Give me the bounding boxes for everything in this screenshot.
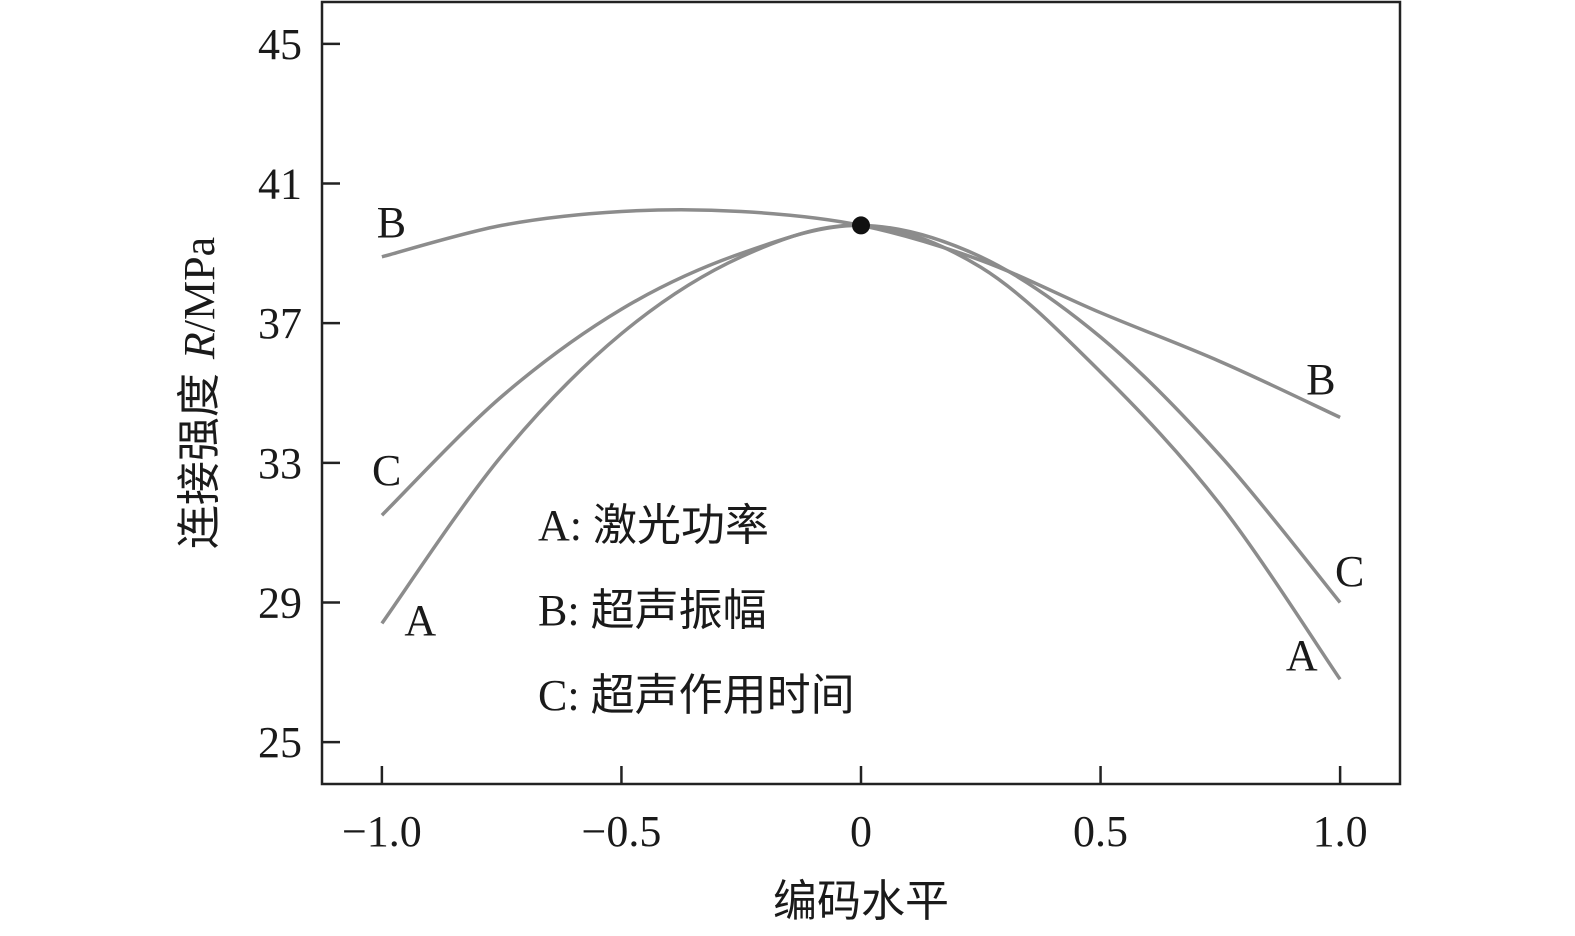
y-tick-label-3: 37 xyxy=(258,299,302,348)
x-tick-label-3: 0.5 xyxy=(1073,807,1128,856)
curve-label-c-4: C xyxy=(1335,547,1364,596)
y-tick-label-5: 45 xyxy=(258,20,302,69)
x-tick-label-1: −0.5 xyxy=(582,807,662,856)
series-line-c xyxy=(380,223,1342,604)
legend-entry-a: A: 激光功率 xyxy=(538,501,769,550)
x-axis: −1.0 −0.5 0 0.5 1.0 xyxy=(342,766,1368,856)
series-group xyxy=(380,207,1342,681)
plot-frame xyxy=(320,0,1402,786)
x-tick-label-4: 1.0 xyxy=(1313,807,1368,856)
curve-label-b-0: B xyxy=(377,198,406,247)
y-axis-title-symbol: R xyxy=(175,332,224,360)
x-tick-label-0: −1.0 xyxy=(342,807,422,856)
series-line-a xyxy=(380,223,1342,681)
series-line-b xyxy=(381,207,1341,419)
y-tick-label-2: 33 xyxy=(258,439,302,488)
curve-label-b-3: B xyxy=(1306,355,1335,404)
y-tick-label-1: 29 xyxy=(258,578,302,627)
x-tick-label-2: 0 xyxy=(850,807,872,856)
legend-entry-c: C: 超声作用时间 xyxy=(538,671,855,720)
curve-label-a-5: A xyxy=(1286,631,1318,680)
legend-entry-b: B: 超声振幅 xyxy=(538,586,767,635)
y-axis-title: 连接强度 R/MPa xyxy=(174,237,225,549)
curve-label-c-1: C xyxy=(372,446,401,495)
y-axis-title-unit: /MPa xyxy=(175,237,224,332)
legend: A: 激光功率 B: 超声振幅 C: 超声作用时间 xyxy=(538,501,855,720)
curve-label-a-2: A xyxy=(404,596,436,645)
y-axis: 25 29 33 37 41 45 xyxy=(258,20,340,767)
y-tick-label-4: 41 xyxy=(258,160,302,209)
y-axis-title-prefix: 连接强度 xyxy=(174,359,225,549)
x-axis-title: 编码水平 xyxy=(773,876,949,927)
y-tick-label-0: 25 xyxy=(258,718,302,767)
center-point xyxy=(852,216,870,235)
